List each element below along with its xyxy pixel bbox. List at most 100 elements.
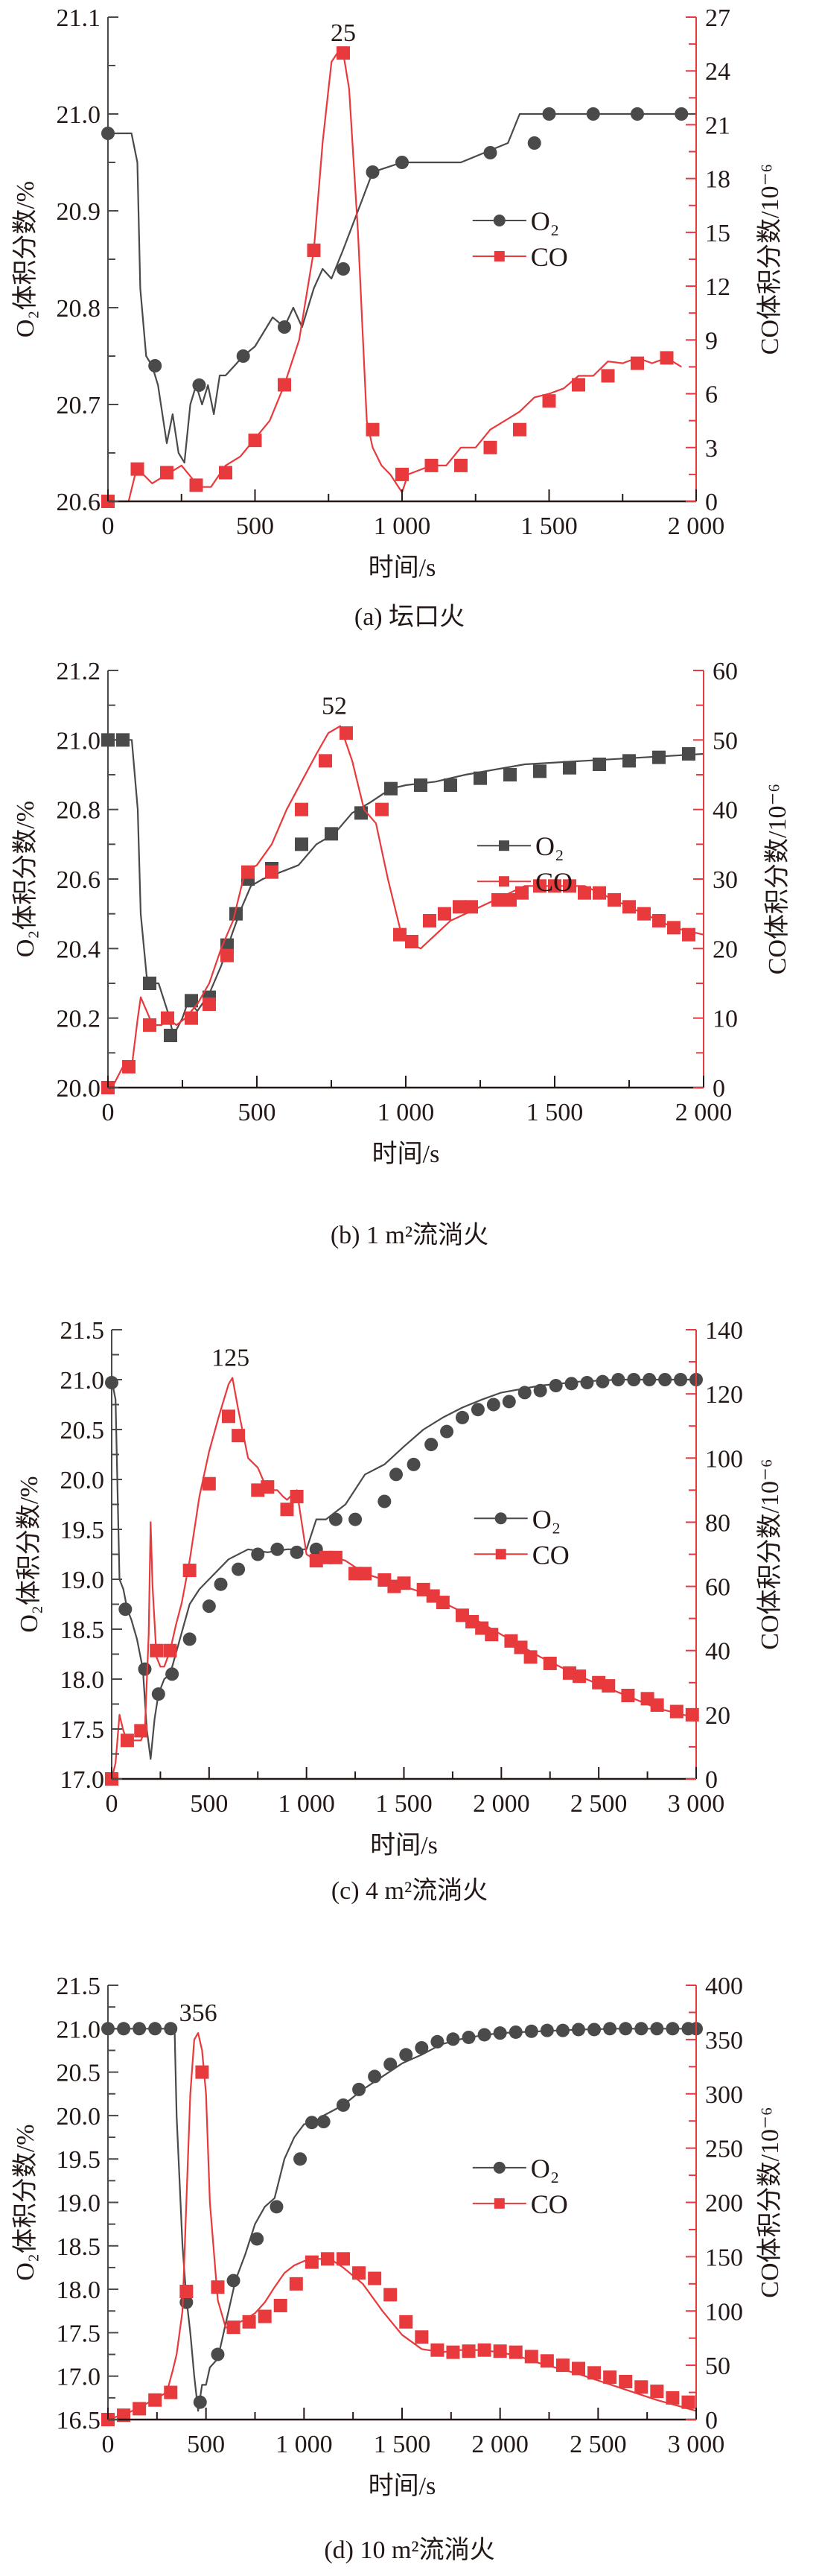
- data-point-o2: [596, 1374, 610, 1389]
- data-point-o2: [337, 262, 350, 276]
- data-point-o2: [682, 747, 695, 761]
- data-point-co: [340, 726, 353, 740]
- data-point-o2: [542, 107, 556, 121]
- data-point-co: [682, 927, 695, 942]
- right-y-tick-label: 40: [705, 1638, 730, 1666]
- data-point-co: [619, 2374, 633, 2388]
- data-point-co: [601, 369, 615, 383]
- data-point-o2: [116, 733, 130, 747]
- legend-label-co: CO: [532, 1540, 570, 1570]
- data-point-o2: [316, 2115, 331, 2129]
- data-point-o2: [540, 2023, 554, 2037]
- data-point-o2: [440, 1424, 454, 1438]
- left-y-tick-label: 20.6: [57, 489, 101, 516]
- data-point-co: [593, 886, 606, 900]
- series-line-o2: [108, 739, 704, 1037]
- data-point-o2: [214, 1577, 228, 1591]
- data-point-o2: [211, 2347, 225, 2361]
- data-point-co: [143, 1018, 156, 1032]
- x-axis-title: 时间/s: [369, 2472, 436, 2500]
- data-point-o2: [354, 806, 368, 820]
- data-point-co: [232, 1429, 246, 1443]
- data-point-o2: [666, 2022, 680, 2036]
- left-y-tick-label: 17.5: [60, 1716, 105, 1744]
- data-point-co: [258, 2309, 272, 2323]
- chart-b: 0 500 1 000 1 500 2 00020.020.220.420.620.82…: [11, 658, 791, 1168]
- data-point-co: [572, 378, 585, 392]
- data-point-co: [524, 2350, 538, 2364]
- data-point-o2: [138, 1662, 152, 1676]
- peak-annotation: 52: [322, 693, 347, 720]
- data-point-co: [160, 466, 173, 480]
- legend-marker-o2: [499, 840, 509, 851]
- data-point-o2: [524, 2024, 538, 2038]
- data-point-co: [399, 2315, 413, 2329]
- right-y-tick-label: 18: [705, 166, 730, 194]
- chart-panel-c: 0 500 1 000 1 500 2 000 2 500 3 000 17.0 17.5 18.…: [0, 1266, 819, 1922]
- x-tick-label: 1 000: [377, 1099, 435, 1126]
- data-point-co: [483, 440, 497, 454]
- data-point-co: [226, 2320, 240, 2335]
- data-point-o2: [593, 758, 606, 771]
- data-point-o2: [619, 2022, 633, 2036]
- data-point-o2: [185, 994, 198, 1008]
- left-y-tick-label: 20.0: [60, 1467, 105, 1494]
- right-y-tick-label: 10: [713, 1006, 738, 1033]
- data-point-co: [681, 2395, 695, 2409]
- data-point-co: [660, 351, 674, 365]
- left-y-tick-label: 21.0: [57, 101, 101, 129]
- x-tick-label: 1 500: [374, 2431, 431, 2458]
- data-point-co: [503, 893, 517, 907]
- right-y-tick-label: 12: [705, 273, 730, 301]
- data-point-o2: [377, 1494, 392, 1509]
- data-point-co: [295, 802, 308, 816]
- data-point-o2: [424, 1438, 439, 1452]
- data-point-co: [337, 2252, 350, 2266]
- data-point-co: [261, 1480, 275, 1494]
- x-tick-label: 1 500: [375, 1790, 433, 1818]
- data-point-o2: [527, 136, 541, 150]
- data-point-o2: [502, 1395, 516, 1409]
- chart-panel-b: 0 500 1 000 1 500 2 000 20.0 20.2 20.4 20.6 20.8 2…: [0, 641, 819, 1266]
- left-y-axis-title: O₂体积分数/%: [15, 1476, 43, 1632]
- x-tick-label: 500: [236, 513, 274, 540]
- right-y-tick-label: 0: [713, 1075, 725, 1103]
- data-point-co: [515, 886, 529, 900]
- left-y-tick-label: 20.4: [57, 936, 101, 963]
- x-tick-label: 1 000: [278, 1790, 335, 1818]
- data-point-o2: [634, 2022, 648, 2036]
- data-point-o2: [250, 2232, 264, 2246]
- left-y-tick-label: 20.0: [57, 2103, 101, 2131]
- data-point-co: [358, 1567, 372, 1581]
- data-point-co: [117, 2408, 131, 2423]
- data-point-o2: [414, 778, 427, 792]
- right-y-tick-label: 0: [705, 2407, 718, 2434]
- left-y-tick-label: 20.8: [57, 295, 101, 323]
- data-point-co: [424, 458, 439, 472]
- right-y-tick-label: 100: [705, 2298, 743, 2326]
- legend-marker-co: [494, 251, 505, 261]
- left-y-tick-label: 21.2: [57, 658, 101, 685]
- data-point-o2: [236, 349, 250, 363]
- data-point-o2: [517, 1386, 532, 1400]
- x-tick-label: 0: [102, 1099, 115, 1126]
- series-line-co: [107, 2032, 697, 2421]
- data-point-co: [453, 900, 466, 914]
- data-point-co: [222, 1409, 235, 1424]
- right-y-axis-title: CO体积分数/10⁻⁶: [756, 2107, 784, 2297]
- left-y-tick-label: 20.2: [57, 1006, 101, 1033]
- right-y-tick-label: 30: [713, 866, 738, 894]
- data-point-o2: [389, 1468, 404, 1482]
- left-y-tick-label: 21.0: [60, 1367, 105, 1395]
- data-point-co: [465, 900, 478, 914]
- x-tick-label: 1 000: [374, 513, 431, 540]
- data-point-co: [307, 243, 321, 257]
- data-point-o2: [148, 2022, 162, 2036]
- data-point-o2: [193, 2395, 207, 2409]
- caption-b: (b) 1 m²流淌火: [330, 1222, 489, 1249]
- data-point-co: [405, 935, 418, 948]
- data-point-o2: [674, 1373, 688, 1386]
- data-point-o2: [658, 1373, 672, 1386]
- x-tick-label: 0: [106, 1790, 118, 1818]
- data-point-co: [280, 1503, 294, 1517]
